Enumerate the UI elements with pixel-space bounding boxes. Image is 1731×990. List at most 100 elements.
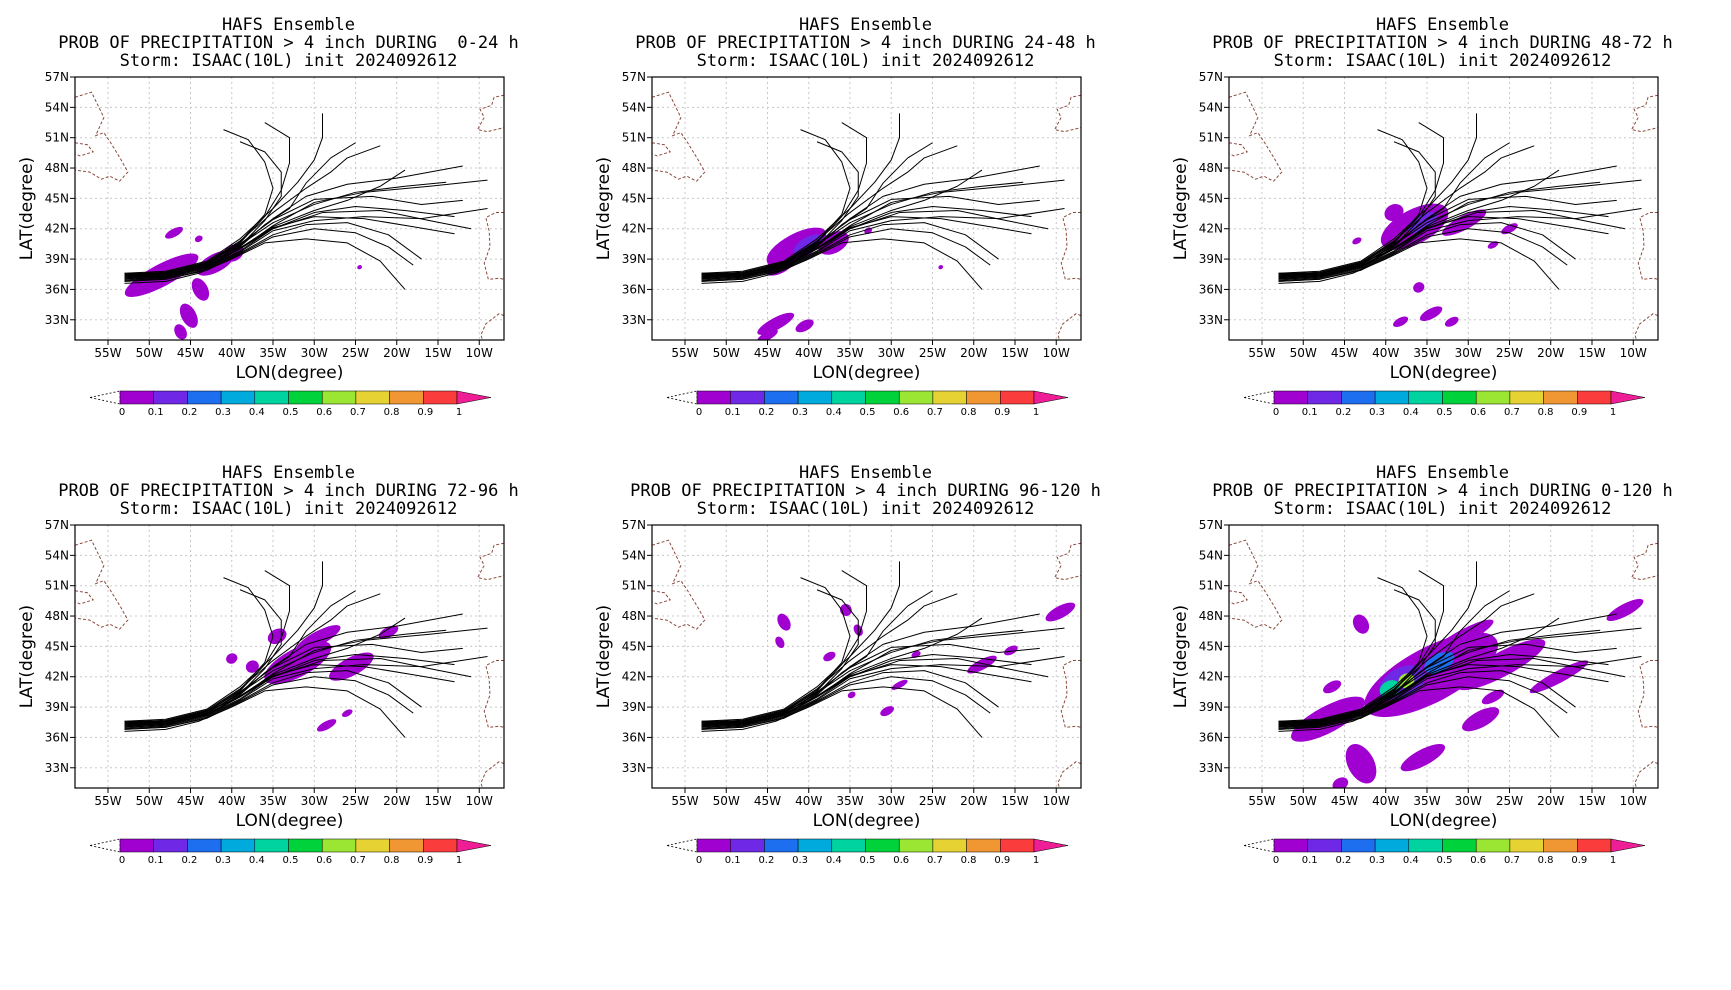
ensemble-track (701, 113, 900, 274)
colorbar: 0 0.1 0.2 0.3 0.4 0.5 0.6 0.7 0.8 0.9 1 (1243, 838, 1646, 866)
colorbar-label: 0.5 (283, 855, 299, 866)
chart-panel: HAFS Ensemble PROB OF PRECIPITATION > 4 i… (0, 0, 577, 495)
probability-cell (1419, 306, 1443, 322)
x-tick-label: 55W (94, 346, 121, 360)
colorbar: 0 0.1 0.2 0.3 0.4 0.5 0.6 0.7 0.8 0.9 1 (1243, 390, 1646, 418)
y-tick-label: 36N (45, 730, 69, 744)
x-tick-label: 25W (919, 346, 946, 360)
colorbar-label: 0.8 (384, 407, 400, 418)
probability-cell (1393, 316, 1409, 328)
x-tick-label: 15W (424, 346, 451, 360)
y-tick-label: 36N (622, 282, 646, 296)
plot-frame (1228, 524, 1659, 789)
colorbar-label: 0.9 (994, 855, 1010, 866)
colorbar-segment (288, 838, 323, 853)
x-tick-label: 45W (754, 346, 781, 360)
colorbar-segment (1509, 390, 1544, 405)
panel-titles: HAFS Ensemble PROB OF PRECIPITATION > 4 i… (0, 464, 577, 518)
ensemble-track (124, 561, 323, 722)
ensemble-track (701, 195, 1040, 275)
colorbar-label: 0.3 (215, 855, 231, 866)
colorbar-segment (1273, 390, 1308, 405)
colorbar-label: 0.1 (1302, 855, 1318, 866)
colorbar-segment (423, 838, 458, 853)
ensemble-track (701, 208, 1065, 281)
x-tick-label: 30W (878, 794, 905, 808)
colorbar-segment (1273, 838, 1308, 853)
coastline (1057, 313, 1081, 340)
y-tick-label: 54N (1199, 548, 1223, 562)
colorbar-label: 0 (696, 855, 702, 866)
plot-frame (1228, 76, 1659, 341)
probability-cell (341, 709, 353, 717)
colorbar-segment (1577, 838, 1612, 853)
colorbar-label: 0.4 (826, 407, 842, 418)
ensemble-track (1278, 195, 1617, 275)
plot-frame (651, 524, 1082, 789)
colorbar-label: 0.5 (1437, 407, 1453, 418)
ensemble-track (701, 210, 1049, 280)
coastline (480, 313, 504, 340)
colorbar-label: 0.2 (1335, 855, 1351, 866)
y-tick-label: 51N (622, 579, 646, 593)
x-tick-label: 35W (1413, 346, 1440, 360)
y-tick-label: 51N (1199, 579, 1223, 593)
colorbar-under-arrow (666, 390, 698, 405)
coastline (652, 91, 706, 182)
x-tick-label: 40W (1372, 794, 1399, 808)
x-tick-label: 50W (136, 794, 163, 808)
colorbar-label: 0.7 (927, 855, 943, 866)
probability-cell (1442, 209, 1487, 236)
panel-titles: HAFS Ensemble PROB OF PRECIPITATION > 4 i… (0, 16, 577, 70)
ensemble-track (124, 169, 406, 279)
colorbar-label: 0.6 (316, 407, 332, 418)
probability-cell (296, 625, 341, 652)
plot-area (1229, 77, 1658, 340)
colorbar-label: 0.9 (994, 407, 1010, 418)
x-tick-label: 35W (836, 794, 863, 808)
probability-cell (967, 655, 997, 674)
panel-subtitle: PROB OF PRECIPITATION > 4 inch DURING 0-… (1212, 481, 1673, 501)
chart-panel: HAFS Ensemble PROB OF PRECIPITATION > 4 i… (577, 448, 1154, 943)
probability-cell (1529, 660, 1589, 694)
y-tick-label: 42N (622, 670, 646, 684)
colorbar-segment (220, 390, 256, 405)
panel-titles: HAFS Ensemble PROB OF PRECIPITATION > 4 i… (1154, 16, 1731, 70)
colorbar-over-arrow (1610, 390, 1646, 405)
ensemble-track (701, 658, 1049, 728)
probability-cell (191, 278, 210, 301)
precip-map-svg: 55W 50W 45W 40W 35W 30W 25W 20W 15W 10W 33N 36N 39N 4… (594, 70, 1082, 418)
x-tick-label: 45W (177, 794, 204, 808)
x-tick-label: 50W (713, 346, 740, 360)
y-tick-label: 57N (1199, 518, 1223, 532)
coastline (1634, 313, 1658, 340)
x-tick-label: 10W (1043, 346, 1070, 360)
ensemble-track (124, 141, 282, 278)
panel-subtitle: PROB OF PRECIPITATION > 4 inch DURING 0-… (58, 33, 519, 53)
panel-title: HAFS Ensemble (798, 15, 933, 35)
colorbar-label: 0.5 (1437, 855, 1453, 866)
colorbar-segment (1408, 838, 1443, 853)
ensemble-track (1278, 593, 1535, 723)
coastline (1229, 539, 1283, 630)
colorbar-label: 0.3 (1369, 855, 1385, 866)
probability-cell (880, 706, 894, 717)
x-tick-label: 35W (836, 346, 863, 360)
panel-storm-line: Storm: ISAAC(10L) init 2024092612 (696, 499, 1035, 519)
y-tick-label: 51N (1199, 131, 1223, 145)
y-tick-label: 48N (1199, 161, 1223, 175)
probability-cell (194, 235, 203, 243)
colorbar-segment (355, 390, 390, 405)
ensemble-track (701, 589, 859, 726)
probability-cell (757, 329, 778, 340)
y-axis-label: LAT(degree) (594, 157, 614, 260)
y-tick-label: 39N (622, 700, 646, 714)
colorbar-under-arrow (1243, 390, 1275, 405)
colorbar-segment (187, 390, 222, 405)
y-tick-label: 45N (45, 191, 69, 205)
ensemble-track (1278, 113, 1477, 274)
colorbar-segment (153, 390, 188, 405)
ensemble-track (1278, 208, 1642, 281)
colorbar-segment (831, 390, 866, 405)
colorbar-label: 0.4 (249, 407, 265, 418)
